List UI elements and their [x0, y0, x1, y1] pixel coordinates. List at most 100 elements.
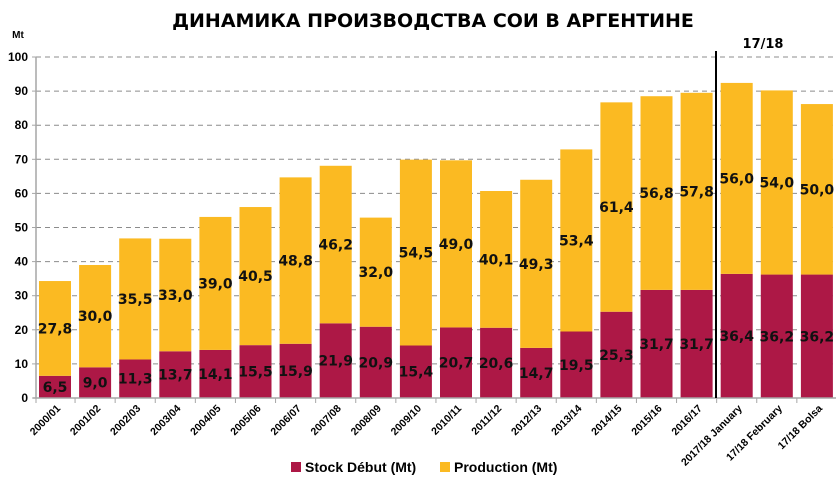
bar-production	[319, 165, 352, 324]
bar-production	[399, 159, 432, 346]
y-tick-label: 90	[15, 84, 29, 98]
bar-production	[39, 281, 71, 376]
bar-stock-debut	[159, 351, 192, 398]
data-label-production: 54,0	[760, 175, 795, 191]
data-label-stock-debut: 36,2	[800, 329, 835, 345]
bar-production	[520, 179, 553, 348]
bar-stock-debut	[760, 274, 793, 398]
data-label-production: 61,4	[599, 200, 634, 216]
data-label-stock-debut: 14,1	[198, 367, 233, 383]
data-label-production: 48,8	[278, 254, 313, 270]
data-label-stock-debut: 19,5	[559, 358, 594, 374]
bar-production	[440, 160, 472, 328]
legend: Stock Début (Mt) Production (Mt)	[291, 459, 557, 475]
x-tick-label: 2007/08	[308, 403, 343, 438]
x-tick-label: 2012/13	[509, 403, 544, 438]
y-tick-label: 30	[15, 289, 29, 303]
bar-production	[560, 149, 593, 332]
bar-stock-debut	[239, 345, 272, 398]
bar-production	[79, 265, 112, 368]
x-tick-label: 2014/15	[589, 403, 624, 438]
data-label-production: 49,0	[439, 237, 474, 253]
x-tick-label: 2003/04	[148, 403, 183, 438]
bar-production	[480, 191, 513, 328]
y-tick-label: 100	[8, 50, 28, 64]
bar-production	[760, 90, 793, 275]
bar-stock-debut	[39, 375, 71, 398]
bar-stock-debut	[800, 274, 833, 398]
x-tick-label: 2005/06	[228, 403, 263, 438]
data-label-production: 50,0	[800, 182, 835, 198]
y-tick-label: 10	[15, 357, 29, 371]
bar-stock-debut	[720, 273, 753, 398]
bar-stock-debut	[520, 347, 553, 398]
data-label-stock-debut: 36,4	[719, 329, 754, 345]
bar-stock-debut	[680, 289, 713, 398]
bar-production	[199, 216, 232, 350]
bar-stock-debut	[440, 327, 472, 398]
data-label-production: 35,5	[118, 292, 153, 308]
chart-title: ДИНАМИКА ПРОИЗВОДСТВА СОИ В АРГЕНТИНЕ	[172, 10, 694, 32]
x-tick-label: 2011/12	[469, 403, 504, 438]
bar-stock-debut	[480, 327, 513, 398]
y-tick-label: 40	[15, 255, 29, 269]
x-tick-label: 2013/14	[549, 403, 584, 438]
bar-stock-debut	[640, 289, 673, 398]
y-axis-ticks: 0 10 20 30 40 50 60 70 80 90 100	[8, 50, 36, 405]
bar-production	[119, 238, 152, 360]
data-label-stock-debut: 21,9	[318, 354, 353, 370]
data-label-stock-debut: 15,9	[278, 364, 313, 380]
data-label-stock-debut: 6,5	[43, 380, 68, 396]
bar-stock-debut	[79, 367, 112, 398]
y-tick-label: 50	[15, 221, 29, 235]
data-label-stock-debut: 13,7	[158, 368, 193, 384]
bar-production	[279, 177, 312, 344]
bar-stock-debut	[119, 359, 152, 398]
bar-stock-debut	[600, 311, 633, 398]
data-label-production: 56,0	[719, 171, 754, 187]
data-label-production: 56,8	[639, 186, 674, 202]
data-label-production: 46,2	[318, 238, 353, 254]
bar-stock-debut	[560, 331, 593, 398]
data-label-stock-debut: 20,6	[479, 356, 514, 372]
bar-stock-debut	[279, 343, 312, 398]
x-tick-label: 2000/01	[28, 403, 63, 438]
data-label-stock-debut: 9,0	[83, 376, 108, 392]
bar-stock-debut	[199, 349, 232, 398]
data-label-stock-debut: 31,7	[639, 337, 674, 353]
x-tick-label: 2008/09	[349, 403, 384, 438]
data-label-production: 57,8	[679, 184, 714, 200]
x-tick-label: 2002/03	[108, 403, 143, 438]
bars	[39, 82, 833, 398]
data-label-production: 40,1	[479, 252, 514, 268]
y-tick-label: 70	[15, 152, 29, 166]
data-label-stock-debut: 20,9	[359, 355, 394, 371]
data-label-production: 30,0	[78, 309, 113, 325]
bar-production	[600, 102, 633, 312]
data-label-production: 32,0	[359, 265, 394, 281]
legend-label-production: Production (Mt)	[454, 459, 557, 475]
bar-production	[359, 217, 392, 327]
bar-production	[159, 238, 192, 352]
bar-stock-debut	[319, 323, 352, 398]
data-label-stock-debut: 36,2	[760, 329, 795, 345]
data-label-production: 40,5	[238, 269, 273, 285]
data-label-stock-debut: 14,7	[519, 366, 554, 382]
data-label-production: 39,0	[198, 276, 233, 292]
y-axis-unit: Mt	[12, 30, 24, 41]
x-tick-label: 2006/07	[268, 403, 303, 438]
bar-stock-debut	[359, 326, 392, 398]
data-label-production: 33,0	[158, 288, 193, 304]
x-tick-label: 2015/16	[629, 403, 664, 438]
legend-swatch-production	[440, 462, 450, 472]
y-tick-label: 80	[15, 118, 29, 132]
legend-label-stock: Stock Début (Mt)	[305, 459, 416, 475]
data-label-stock-debut: 15,4	[399, 365, 434, 381]
x-tick-label: 2009/10	[389, 403, 424, 438]
y-tick-label: 20	[15, 323, 29, 337]
bar-production	[680, 92, 713, 290]
y-tick-label: 60	[15, 186, 29, 200]
data-label-production: 53,4	[559, 233, 594, 249]
x-tick-label: 2004/05	[188, 403, 223, 438]
